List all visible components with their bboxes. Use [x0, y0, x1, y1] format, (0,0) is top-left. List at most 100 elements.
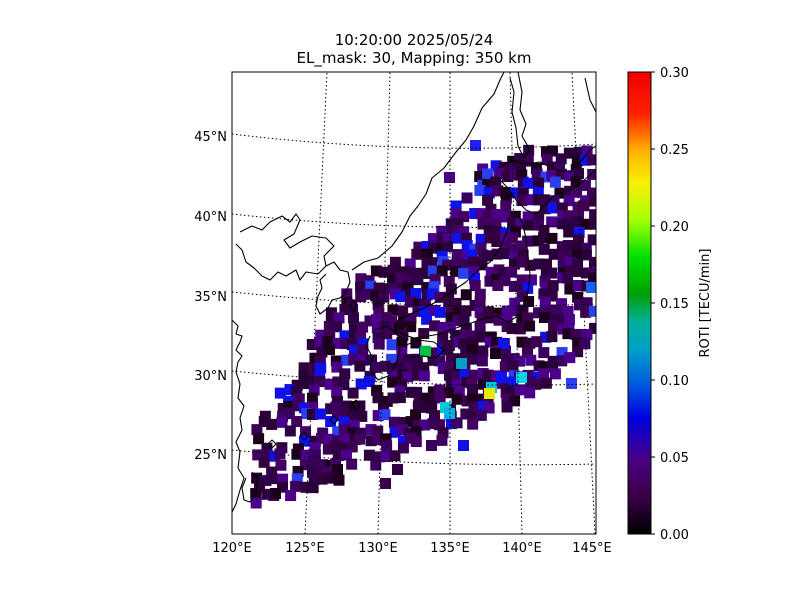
roti-cell	[380, 433, 392, 445]
roti-cell	[338, 416, 350, 428]
roti-cell	[427, 354, 439, 366]
roti-cell	[370, 290, 382, 302]
coastline-honshu	[393, 211, 531, 339]
roti-cell	[498, 266, 510, 278]
roti-cell	[397, 329, 409, 341]
roti-cell	[580, 242, 592, 254]
roti-cell	[388, 370, 400, 382]
roti-cell	[277, 411, 289, 423]
roti-cell	[538, 194, 550, 206]
coastline-korea	[315, 261, 351, 315]
roti-cell	[578, 200, 590, 212]
roti-cell	[291, 448, 303, 460]
roti-cell	[443, 275, 455, 287]
roti-cell	[506, 385, 518, 397]
roti-cell	[451, 249, 463, 261]
roti-cell	[563, 147, 575, 159]
roti-cell	[429, 320, 441, 332]
roti-cell	[437, 321, 449, 333]
roti-cell	[315, 408, 327, 420]
roti-cell	[476, 355, 488, 367]
roti-cell	[277, 402, 289, 414]
roti-cell	[546, 267, 558, 279]
roti-cell	[276, 442, 288, 454]
roti-cell	[324, 344, 336, 356]
roti-cell	[466, 249, 478, 261]
roti-cell	[372, 425, 384, 437]
roti-cell	[570, 243, 582, 255]
roti-cell	[555, 298, 567, 310]
roti-cell	[253, 433, 265, 445]
roti-cell	[484, 275, 496, 287]
roti-cell	[292, 400, 304, 412]
graticule-lat-45	[232, 133, 596, 149]
roti-cell	[389, 256, 401, 268]
roti-cell	[252, 449, 264, 461]
roti-cell	[546, 331, 558, 343]
roti-cell	[442, 241, 454, 253]
roti-cell	[436, 434, 448, 446]
roti-cell	[467, 330, 479, 342]
roti-cell	[547, 361, 559, 373]
roti-cell	[396, 354, 408, 366]
roti-cell	[387, 274, 399, 286]
roti-cell	[274, 387, 286, 399]
roti-cell	[507, 376, 519, 388]
graticule-lat-40	[232, 213, 596, 228]
roti-cell	[509, 163, 521, 175]
roti-cell	[491, 248, 503, 260]
coastlines	[232, 72, 596, 513]
roti-cell	[533, 177, 545, 189]
roti-cell	[467, 336, 479, 348]
roti-cell	[396, 346, 408, 358]
roti-cell	[476, 259, 488, 271]
roti-cell	[493, 168, 505, 180]
roti-cell	[554, 307, 566, 319]
roti-cell	[405, 321, 417, 333]
roti-cell	[403, 361, 415, 373]
roti-cell	[562, 305, 574, 317]
roti-cell	[332, 426, 344, 438]
roti-cell	[300, 449, 312, 461]
roti-cell	[549, 176, 561, 188]
roti-cell	[522, 369, 534, 381]
graticule-lat-35	[232, 291, 596, 307]
roti-cell	[325, 312, 337, 324]
roti-cell	[340, 409, 352, 421]
roti-cell	[573, 234, 585, 246]
roti-cell	[405, 296, 417, 308]
roti-cell	[459, 369, 471, 381]
roti-cell	[394, 392, 406, 404]
roti-cell	[485, 203, 497, 215]
lon-tick-135: 135°E	[430, 541, 470, 556]
lat-tick-35: 35°N	[194, 290, 227, 305]
roti-cell	[572, 280, 584, 292]
roti-cell	[452, 224, 464, 236]
roti-cell	[522, 312, 534, 324]
roti-cell	[475, 409, 487, 421]
roti-cell	[339, 304, 351, 316]
lon-tick-125: 125°E	[285, 541, 325, 556]
roti-cell	[331, 409, 343, 421]
roti-cell	[556, 347, 568, 359]
roti-cell	[506, 323, 518, 335]
roti-cell	[498, 248, 510, 260]
roti-cell	[517, 304, 529, 316]
roti-cell	[402, 281, 414, 293]
roti-cell	[563, 321, 575, 333]
roti-cell	[474, 171, 486, 183]
roti-cell	[572, 337, 584, 349]
roti-cell	[434, 392, 446, 404]
roti-cell	[538, 347, 550, 359]
roti-cell	[468, 369, 480, 381]
roti-cell	[588, 195, 596, 207]
roti-cell	[357, 321, 369, 333]
roti-cell	[490, 160, 502, 172]
roti-cell	[307, 401, 319, 413]
roti-cell	[261, 488, 273, 500]
roti-cell	[523, 296, 535, 308]
roti-cell	[450, 370, 462, 382]
roti-cell	[450, 329, 462, 341]
roti-cell	[572, 258, 584, 270]
roti-cell	[516, 372, 527, 383]
